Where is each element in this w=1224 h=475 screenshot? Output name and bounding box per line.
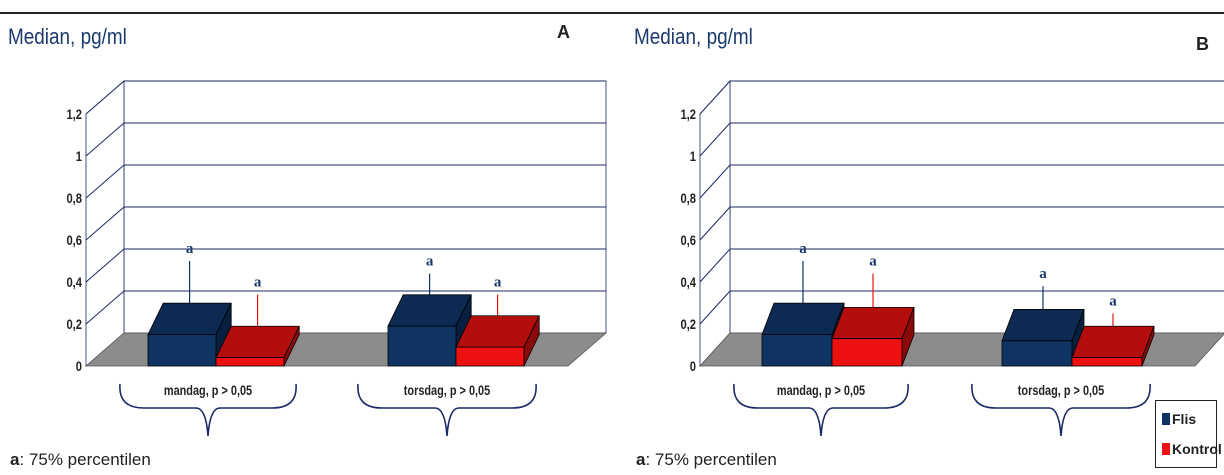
bar-chart-a: 0 0,2 0,4 0,6 0,8 1 1,2 a a a a mandag, p > 0,05 tor… (66, 80, 608, 437)
y-tick-label-a-1: 0,2 (66, 317, 82, 332)
percentile-marker-a-kontrol-0: a (254, 275, 262, 291)
y-tick-label-a-0: 0 (76, 359, 82, 374)
gridline-a-6 (85, 80, 606, 115)
bar-b-kontrol-0 (831, 273, 915, 367)
bar-front-a-kontrol-1 (455, 346, 525, 367)
chart-panel-a: Median, pg/ml A 0 0,2 0,4 0,6 0,8 1 1,2 a a a a man… (8, 22, 608, 470)
legend-item-flis: Flis (1162, 411, 1196, 427)
panel-letter-b: B (1196, 34, 1209, 54)
percentile-marker-b-flis-0: a (799, 241, 807, 257)
x-category-label-a-1: torsdag, p > 0,05 (404, 383, 490, 399)
y-tick-label-b-4: 0,8 (680, 191, 696, 206)
y-tick-label-b-2: 0,4 (680, 275, 696, 290)
legend-label-kontrol: Kontrol (1172, 441, 1222, 457)
y-tick-label-a-3: 0,6 (66, 233, 82, 248)
x-category-label-b-0: mandag, p > 0,05 (777, 383, 865, 399)
bar-b-flis-1 (1001, 286, 1085, 367)
bar-front-a-flis-1 (387, 325, 457, 367)
percentile-marker-a-flis-0: a (186, 241, 194, 257)
gridline-b-6 (699, 80, 1224, 115)
footnote-key-b: a (636, 450, 646, 469)
legend-swatch-kontrol (1162, 443, 1170, 455)
bar-a-flis-1 (387, 273, 472, 367)
category-brace-b-1 (971, 383, 1151, 437)
footnote-text-b: : 75% percentilen (645, 450, 777, 469)
panel-letter-a: A (557, 22, 570, 42)
percentile-marker-b-kontrol-0: a (869, 254, 877, 270)
bar-top-b-kontrol-0 (831, 306, 915, 340)
percentile-marker-a-kontrol-1: a (494, 275, 502, 291)
legend-label-flis: Flis (1172, 411, 1197, 427)
bar-front-a-kontrol-0 (215, 357, 285, 367)
gridline-b-5 (699, 122, 1224, 157)
footnote-text-a: : 75% percentilen (19, 450, 151, 469)
gridline-a-5 (85, 122, 606, 157)
chart-title-a: Median, pg/ml (8, 24, 127, 49)
y-tick-label-b-1: 0,2 (680, 317, 696, 332)
gridline-b-3 (699, 206, 1224, 241)
chart-panel-b: Median, pg/ml B 0 0,2 0,4 0,6 0,8 1 1,2 a a a a man… (612, 0, 1224, 475)
x-category-label-a-0: mandag, p > 0,05 (164, 383, 252, 399)
percentile-marker-b-kontrol-1: a (1109, 294, 1117, 310)
gridline-a-3 (85, 206, 606, 241)
gridline-b-4 (699, 164, 1224, 199)
y-tick-label-a-6: 1,2 (66, 107, 82, 122)
bar-a-flis-0 (147, 261, 232, 367)
top-rule (0, 12, 1224, 14)
percentile-marker-b-flis-1: a (1039, 266, 1047, 282)
y-tick-label-b-3: 0,6 (680, 233, 696, 248)
category-brace-b-0 (733, 383, 909, 437)
bar-front-a-flis-0 (147, 334, 217, 367)
chart-legend: Flis Kontrol (1155, 400, 1222, 468)
y-tick-label-a-2: 0,4 (66, 275, 82, 290)
legend-swatch-flis (1162, 413, 1170, 425)
footnote-key-a: a (10, 450, 20, 469)
bar-a-kontrol-1 (455, 294, 540, 367)
percentile-marker-a-flis-1: a (426, 254, 434, 270)
category-brace-a-0 (119, 383, 297, 437)
y-tick-label-b-0: 0 (690, 359, 696, 374)
y-tick-label-b-6: 1,2 (680, 107, 696, 122)
y-tick-label-a-4: 0,8 (66, 191, 82, 206)
gridline-a-4 (85, 164, 606, 199)
bar-top-b-flis-0 (761, 302, 845, 335)
gridline-b-1 (699, 290, 1224, 325)
gridline-b-2 (699, 248, 1224, 283)
gridline-a-1 (85, 290, 606, 325)
x-category-label-b-1: torsdag, p > 0,05 (1018, 383, 1104, 399)
bar-front-b-kontrol-1 (1071, 357, 1143, 367)
footnote-a: a: 75% percentilen (10, 450, 151, 470)
bar-top-b-kontrol-1 (1071, 325, 1155, 359)
y-tick-label-b-5: 1 (690, 149, 696, 164)
bar-top-b-flis-1 (1001, 309, 1085, 342)
bar-front-b-flis-0 (761, 334, 833, 367)
bar-b-kontrol-1 (1071, 313, 1155, 367)
category-brace-a-1 (357, 383, 537, 437)
gridline-a-2 (85, 248, 606, 283)
footnote-b: a: 75% percentilen (636, 450, 777, 470)
bar-a-kontrol-0 (215, 294, 300, 367)
bar-front-b-kontrol-0 (831, 338, 903, 367)
chart-title-b: Median, pg/ml (634, 24, 753, 49)
y-tick-label-a-5: 1 (76, 149, 82, 164)
legend-item-kontrol: Kontrol (1162, 441, 1222, 457)
bar-front-b-flis-1 (1001, 340, 1073, 367)
bar-chart-b: 0 0,2 0,4 0,6 0,8 1 1,2 a a a a mandag, p > 0,05 tor… (680, 79, 1224, 437)
